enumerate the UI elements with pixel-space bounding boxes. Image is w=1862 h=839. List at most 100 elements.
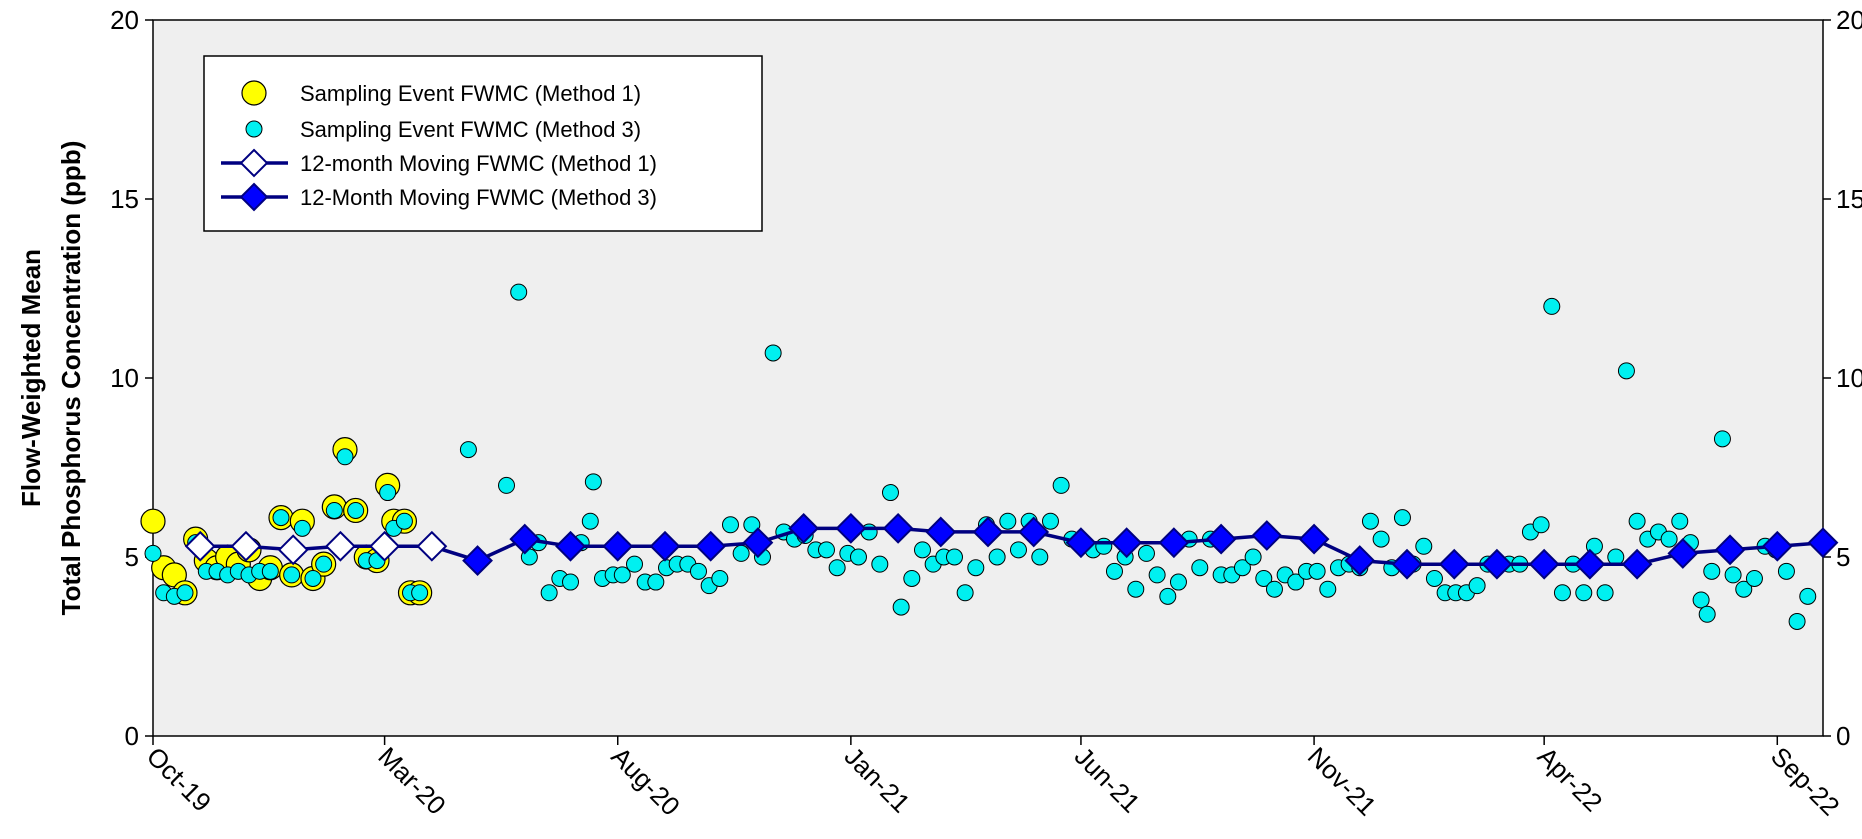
legend-label-method3-event: Sampling Event FWMC (Method 3) (300, 117, 641, 142)
x-tick-label: Jan-21 (839, 741, 916, 818)
method3-event-point (293, 519, 311, 537)
method3-event-point (956, 584, 974, 602)
method3-event-point (732, 544, 750, 562)
method3-event-point (945, 548, 963, 566)
method3-event-point (1372, 530, 1390, 548)
x-tick-label: Jun-21 (1069, 741, 1146, 818)
method3-moving-point (462, 545, 493, 576)
method3-event-point (1468, 577, 1486, 595)
method3-event-point (1788, 612, 1806, 630)
method3-event-point (967, 559, 985, 577)
method3-event-point (1308, 562, 1326, 580)
method3-event-point (1724, 566, 1742, 584)
method3-event-point (1777, 562, 1795, 580)
method3-event-point (903, 569, 921, 587)
method3-event-point (1361, 512, 1379, 530)
method3-event-point (347, 501, 365, 519)
method3-moving-point (649, 530, 681, 562)
method3-event-point (988, 548, 1006, 566)
method3-moving-point (742, 527, 774, 559)
y-axis-right: 0 5 10 15 20 (1823, 5, 1862, 751)
method3-moving-point (1621, 548, 1653, 580)
method3-event-point (849, 548, 867, 566)
method3-event-point (315, 555, 333, 573)
method3-event-point (1159, 587, 1177, 605)
method3-event-point (1415, 537, 1433, 555)
y-tick-label-left: 0 (125, 721, 139, 751)
method3-moving-point (1438, 548, 1470, 580)
method3-event-point (743, 516, 761, 534)
legend-marker-method3-event (245, 120, 263, 138)
method3-event-point (817, 541, 835, 559)
method3-moving-point (1065, 527, 1097, 559)
method1-moving-point (369, 530, 401, 562)
y-axis-title-line-1: Flow-Weighted Mean (16, 249, 46, 507)
series-layer (140, 283, 1839, 630)
method3-event-point (379, 484, 397, 502)
method1-moving-point (277, 534, 309, 566)
method3-event-point (1596, 584, 1614, 602)
method3-event-point (1425, 569, 1443, 587)
method3-event-point (272, 509, 290, 527)
method3-event-point (1169, 573, 1187, 591)
method3-moving-point (1761, 530, 1793, 562)
method3-event-point (1713, 430, 1731, 448)
method3-event-point (581, 512, 599, 530)
method3-event-point (913, 541, 931, 559)
method3-moving-point (972, 516, 1004, 548)
method3-event-point (1127, 580, 1145, 598)
method3-event-point (1095, 537, 1113, 555)
method3-event-point (1745, 569, 1763, 587)
method3-event-point (1617, 362, 1635, 380)
method3-moving-point (602, 530, 634, 562)
method3-moving-point (1158, 527, 1190, 559)
method3-event-point (304, 569, 322, 587)
method3-event-point (721, 516, 739, 534)
method3-event-point (647, 573, 665, 591)
legend-item-method3-event: Sampling Event FWMC (Method 3) (245, 117, 641, 142)
method3-moving-point (788, 512, 820, 544)
method3-moving-point (555, 530, 586, 562)
method1-moving-point (230, 530, 262, 562)
y-axis-left: 0 5 10 15 20 (110, 5, 153, 751)
y-tick-label-right: 0 (1836, 721, 1850, 751)
method3-event-point (1628, 512, 1646, 530)
method3-moving-point (695, 530, 727, 562)
method3-moving-point (509, 523, 541, 555)
method3-event-point (1041, 512, 1059, 530)
method1-moving-point (325, 530, 356, 562)
y-tick-label-left: 10 (110, 363, 139, 393)
y-tick-label-right: 5 (1836, 542, 1850, 572)
method3-moving-point (1574, 548, 1606, 580)
method3-event-point (459, 441, 477, 459)
method3-event-point (689, 562, 707, 580)
method3-moving-point (1391, 548, 1423, 580)
x-tick-label: Apr-22 (1532, 741, 1608, 817)
method3-moving-point (882, 512, 914, 544)
method3-event-point (1319, 580, 1337, 598)
method3-event-point (871, 555, 889, 573)
method3-event-point (1255, 569, 1273, 587)
method3-event-point (711, 569, 729, 587)
method3-event-point (1532, 516, 1550, 534)
method3-event-point (395, 512, 413, 530)
method3-event-point (881, 484, 899, 502)
method3-event-point (325, 501, 343, 519)
method3-event-point (540, 584, 558, 602)
method3-event-point (828, 559, 846, 577)
y-tick-label-right: 20 (1836, 5, 1862, 35)
x-tick-label: Mar-20 (372, 741, 451, 820)
method3-event-point (411, 584, 429, 602)
x-tick-label: Nov-21 (1302, 741, 1382, 821)
method3-event-point (144, 544, 162, 562)
method3-event-point (1698, 605, 1716, 623)
y-tick-label-left: 20 (110, 5, 139, 35)
legend-marker-method1-moving (239, 148, 269, 178)
legend-item-method1-moving: 12-month Moving FWMC (Method 1) (221, 148, 657, 178)
method3-moving-point (1714, 534, 1746, 566)
method3-event-point (625, 555, 643, 573)
method3-event-point (1244, 548, 1262, 566)
method3-event-point (1105, 562, 1123, 580)
method3-event-point (892, 598, 910, 616)
y-tick-label-right: 15 (1836, 184, 1862, 214)
